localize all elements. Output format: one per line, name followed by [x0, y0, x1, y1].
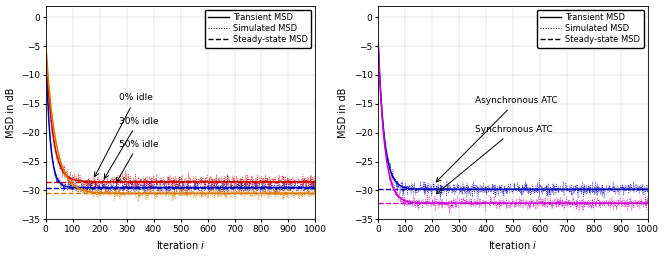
- Text: 0% idle: 0% idle: [94, 94, 152, 177]
- X-axis label: Iteration $i$: Iteration $i$: [489, 240, 537, 251]
- Text: Asynchronous ATC: Asynchronous ATC: [436, 96, 558, 182]
- Text: Synchronous ATC: Synchronous ATC: [436, 125, 553, 194]
- X-axis label: Iteration $i$: Iteration $i$: [156, 240, 205, 251]
- Legend: Transient MSD, Simulated MSD, Steady-state MSD: Transient MSD, Simulated MSD, Steady-sta…: [537, 10, 644, 48]
- Text: 30% idle: 30% idle: [104, 117, 158, 178]
- Y-axis label: MSD in dB: MSD in dB: [338, 87, 348, 138]
- Legend: Transient MSD, Simulated MSD, Steady-state MSD: Transient MSD, Simulated MSD, Steady-sta…: [205, 10, 311, 48]
- Text: 50% idle: 50% idle: [116, 140, 158, 182]
- Y-axis label: MSD in dB: MSD in dB: [5, 87, 15, 138]
